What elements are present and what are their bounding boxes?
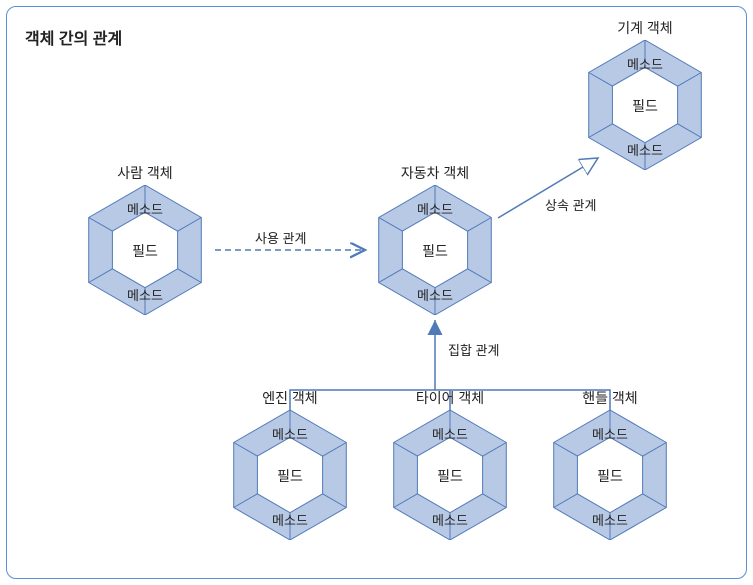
method-label-bottom: 메소드: [370, 285, 500, 304]
object-label: 핸들 객체: [545, 388, 675, 408]
object-tire: 타이어 객체 메소드필드메소드: [385, 410, 515, 540]
method-label-top: 메소드: [225, 424, 355, 443]
field-label: 필드: [580, 96, 710, 116]
diagram-title: 객체 간의 관계: [25, 25, 122, 49]
object-label: 엔진 객체: [225, 388, 355, 408]
method-label-top: 메소드: [580, 54, 710, 73]
method-label-top: 메소드: [385, 424, 515, 443]
method-label-bottom: 메소드: [80, 285, 210, 304]
object-person: 사람 객체 메소드필드메소드: [80, 185, 210, 315]
object-label: 자동차 객체: [370, 163, 500, 183]
field-label: 필드: [370, 241, 500, 261]
field-label: 필드: [225, 466, 355, 486]
method-label-bottom: 메소드: [580, 140, 710, 159]
field-label: 필드: [80, 241, 210, 261]
object-car: 자동차 객체 메소드필드메소드: [370, 185, 500, 315]
method-label-bottom: 메소드: [385, 510, 515, 529]
label-inherit-relation: 상속 관계: [545, 195, 596, 214]
object-label: 기계 객체: [580, 18, 710, 38]
label-use-relation: 사용 관계: [255, 228, 306, 247]
field-label: 필드: [385, 466, 515, 486]
method-label-top: 메소드: [545, 424, 675, 443]
field-label: 필드: [545, 466, 675, 486]
method-label-bottom: 메소드: [545, 510, 675, 529]
object-machine: 기계 객체 메소드필드메소드: [580, 40, 710, 170]
object-engine: 엔진 객체 메소드필드메소드: [225, 410, 355, 540]
object-handle: 핸들 객체 메소드필드메소드: [545, 410, 675, 540]
method-label-top: 메소드: [80, 199, 210, 218]
label-aggregate-relation: 집합 관계: [448, 340, 499, 359]
object-label: 타이어 객체: [385, 388, 515, 408]
object-label: 사람 객체: [80, 163, 210, 183]
method-label-top: 메소드: [370, 199, 500, 218]
method-label-bottom: 메소드: [225, 510, 355, 529]
